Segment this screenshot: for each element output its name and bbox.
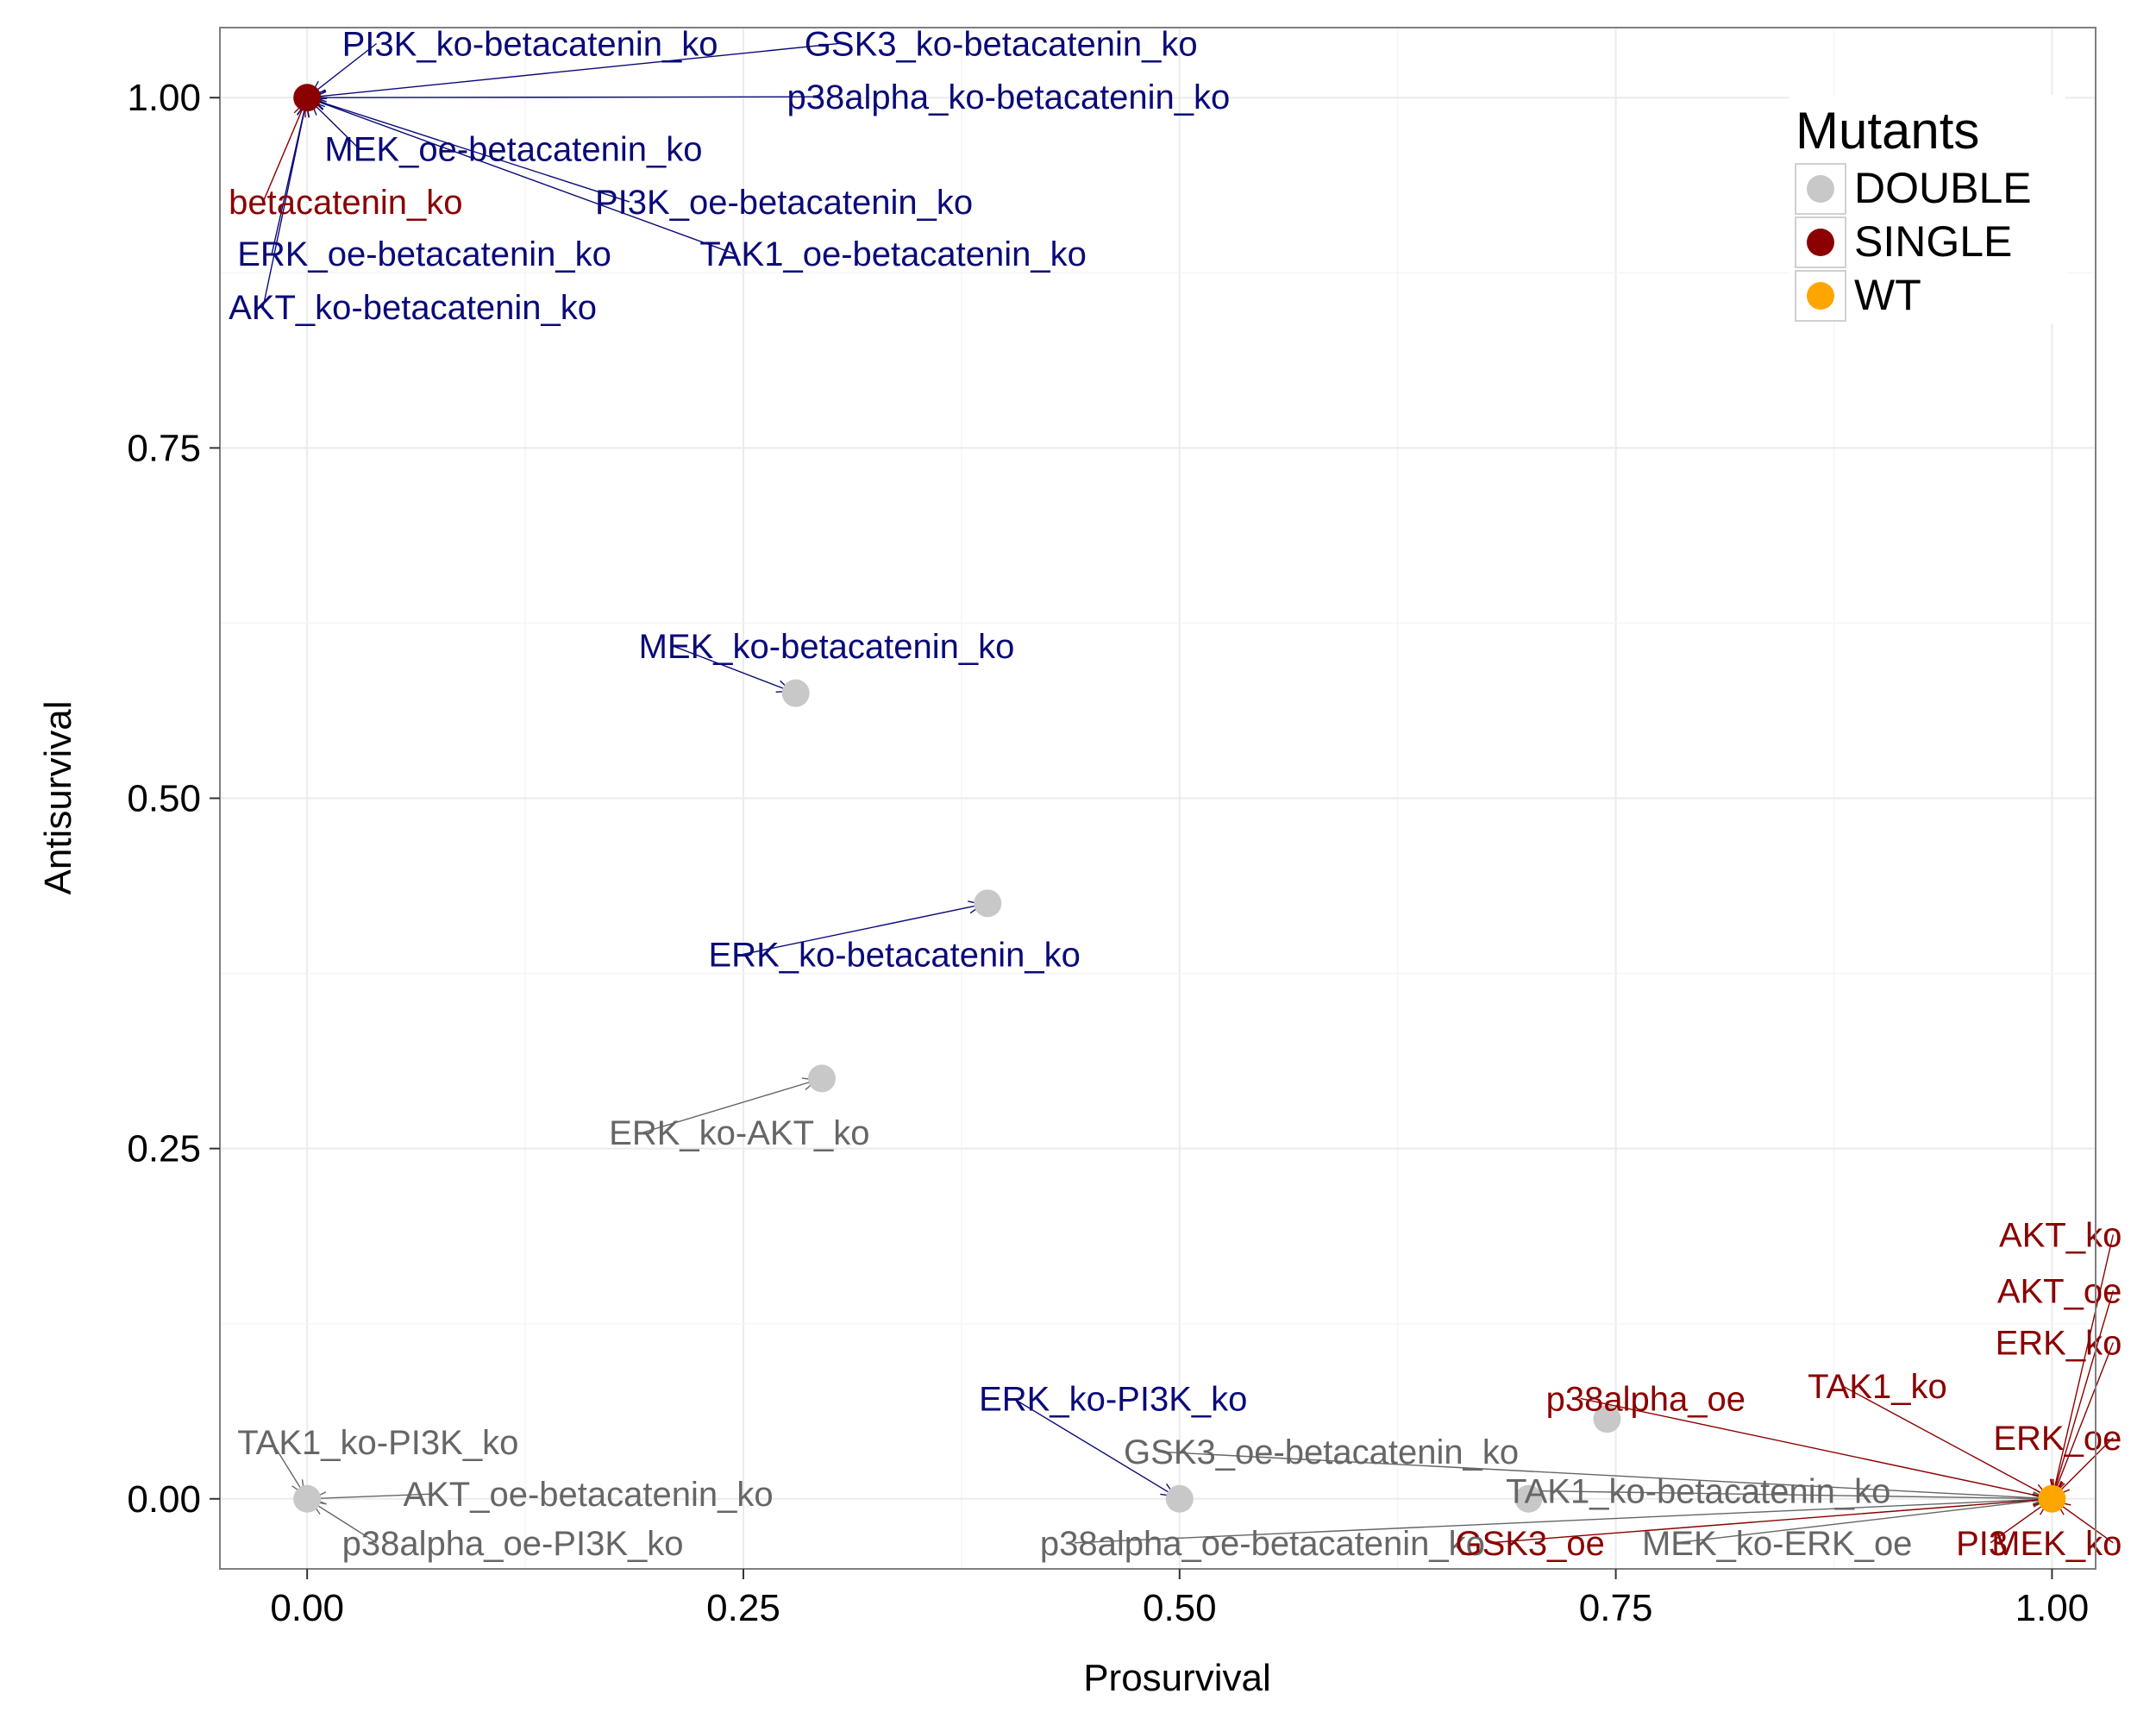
annotation-arrow xyxy=(2053,1234,2115,1495)
x-tick-label: 0.00 xyxy=(270,1587,344,1629)
legend-label: DOUBLE xyxy=(1854,164,2032,212)
legend-key-single xyxy=(1807,229,1834,256)
x-tick-label: 0.25 xyxy=(706,1587,780,1629)
point-label: TAK1_ko-PI3K_ko xyxy=(237,1424,518,1462)
point-label: GSK3_ko-betacatenin_ko xyxy=(805,25,1198,63)
point-label: ERK_oe-betacatenin_ko xyxy=(237,235,611,273)
annotation-arrow xyxy=(1990,1501,2048,1544)
point-label: AKT_ko-betacatenin_ko xyxy=(229,289,597,327)
point-label: ERK_ko-betacatenin_ko xyxy=(709,936,1081,974)
point-label: ERK_oe xyxy=(1993,1420,2122,1458)
annotation-arrow xyxy=(1489,1498,2047,1544)
data-point-double xyxy=(808,1064,837,1093)
y-tick-label: 0.00 xyxy=(127,1478,201,1521)
annotation-arrow xyxy=(271,1441,305,1496)
annotation-arrow xyxy=(673,645,792,693)
data-point-double xyxy=(1514,1484,1543,1513)
annotation-arrow xyxy=(1676,1498,2047,1544)
data-point-double xyxy=(293,1484,322,1513)
annotation-arrow xyxy=(311,98,630,203)
point-label: MEK_ko xyxy=(1991,1525,2122,1563)
x-tick-label: 1.00 xyxy=(2015,1587,2090,1629)
data-point-double xyxy=(1593,1405,1621,1433)
legend-key-double xyxy=(1807,175,1834,203)
point-label: ERK_ko-AKT_ko xyxy=(609,1114,869,1152)
legend-key-wt xyxy=(1807,282,1834,310)
point-label: PI3 xyxy=(1956,1525,2008,1563)
point-label: TAK1_oe-betacatenin_ko xyxy=(699,235,1086,273)
annotation-arrow xyxy=(1012,1397,1176,1497)
y-tick-label: 0.75 xyxy=(127,427,201,469)
data-point-single xyxy=(293,84,322,112)
annotation-arrow xyxy=(262,102,306,203)
annotation-arrow xyxy=(310,1501,378,1544)
annotation-arrow xyxy=(2055,1501,2114,1544)
point-label: p38alpha_oe xyxy=(1546,1380,1745,1418)
data-point-double xyxy=(781,679,810,707)
point-label: MEK_ko-betacatenin_ko xyxy=(639,628,1015,666)
y-tick-label: 0.25 xyxy=(127,1128,201,1170)
annotation-arrow xyxy=(2055,1437,2114,1496)
y-axis-title: Antisurvival xyxy=(37,701,79,895)
annotation-arrow xyxy=(642,1079,818,1133)
point-label: TAK1_ko xyxy=(1808,1368,1947,1406)
point-label: ERK_ko xyxy=(1996,1324,2122,1362)
point-label: PI3K_oe-betacatenin_ko xyxy=(595,184,973,222)
point-label: p38alpha_ko-betacatenin_ko xyxy=(787,78,1231,116)
point-label: AKT_oe-betacatenin_ko xyxy=(403,1476,773,1514)
annotation-arrow xyxy=(310,42,378,96)
data-points xyxy=(293,84,2066,1513)
legend-title: Mutants xyxy=(1796,102,1979,160)
annotation-arrow xyxy=(1841,1385,2048,1497)
y-tick-label: 1.00 xyxy=(127,77,201,119)
x-axis-title: Prosurvival xyxy=(1083,1657,1271,1699)
point-label: MEK_ko-ERK_oe xyxy=(1642,1525,1912,1563)
point-label: PI3K_ko-betacatenin_ko xyxy=(342,25,718,63)
annotation-arrow xyxy=(310,100,360,149)
annotation-arrow xyxy=(2053,1290,2115,1495)
x-tick-label: 0.75 xyxy=(1579,1587,1653,1629)
axes: 0.00 0.25 0.50 0.75 1.00 0.00 0.25 0.50 0.75 1.00 xyxy=(127,77,2089,1629)
x-tick-label: 0.50 xyxy=(1143,1587,1217,1629)
legend-label: SINGLE xyxy=(1854,217,2012,266)
annotation-arrow xyxy=(743,903,983,956)
point-label: ERK_ko-PI3K_ko xyxy=(979,1380,1247,1418)
legend: Mutants DOUBLE SINGLE WT xyxy=(1789,95,2065,323)
annotation-arrow xyxy=(1540,1490,2047,1500)
point-label: TAK1_ko-betacatenin_ko xyxy=(1506,1473,1890,1511)
annotation-arrow xyxy=(1158,1451,2047,1500)
legend-label: WT xyxy=(1854,271,1921,319)
point-label: GSK3_oe xyxy=(1455,1525,1604,1563)
y-tick-label: 0.50 xyxy=(127,778,201,820)
data-point-double xyxy=(1165,1484,1194,1513)
annotation-arrow xyxy=(312,1493,438,1500)
point-labels: PI3K_ko-betacatenin_ko GSK3_ko-betacateni… xyxy=(229,25,2122,1562)
annotation-arrow xyxy=(1580,1397,2047,1499)
data-point-double xyxy=(974,889,1002,918)
annotation-arrow xyxy=(2053,1342,2115,1495)
legend-entries: DOUBLE SINGLE WT xyxy=(1795,163,2032,322)
annotation-arrow xyxy=(311,98,735,254)
annotation-arrow xyxy=(262,102,307,308)
annotation-arrow xyxy=(1074,1498,2047,1544)
point-label: AKT_ko xyxy=(1999,1216,2122,1254)
point-label: p38alpha_oe-betacatenin_ko xyxy=(1040,1525,1485,1563)
point-label: p38alpha_oe-PI3K_ko xyxy=(342,1525,684,1563)
point-label: MEK_oe-betacatenin_ko xyxy=(324,130,702,168)
point-label: AKT_oe xyxy=(1997,1272,2122,1310)
point-label: betacatenin_ko xyxy=(229,184,462,222)
point-label: GSK3_oe-betacatenin_ko xyxy=(1124,1433,1519,1471)
data-point-wt xyxy=(2038,1484,2066,1513)
annotation-arrow xyxy=(312,42,839,98)
